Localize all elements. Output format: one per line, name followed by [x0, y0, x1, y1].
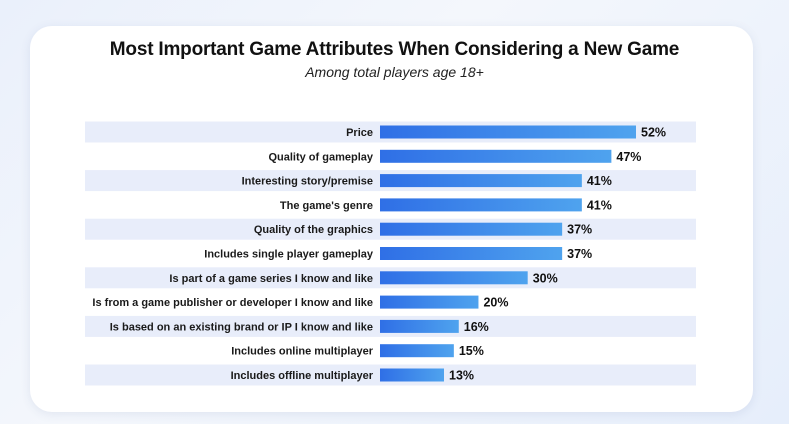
bar — [380, 344, 454, 358]
value-label: 15% — [459, 344, 484, 358]
category-label: Quality of gameplay — [268, 151, 373, 163]
bar — [380, 247, 563, 260]
value-label: 41% — [587, 198, 612, 212]
value-label: 37% — [567, 223, 592, 237]
bar — [380, 271, 528, 285]
value-labels: 52%47% 41% 41% 37% 37% 30% 20% 16% 15% 13% — [449, 126, 666, 383]
chart-title: Most Important Game Attributes When Cons… — [109, 39, 680, 60]
category-label: Quality of the graphics — [254, 224, 373, 236]
category-label: The game's genre — [280, 200, 373, 212]
bar — [380, 198, 582, 212]
value-label: 16% — [464, 320, 489, 334]
bar — [380, 319, 459, 333]
bar — [380, 174, 582, 188]
category-label: Price — [346, 127, 373, 139]
bar — [380, 125, 636, 139]
category-label: Includes single player gameplay — [204, 249, 374, 261]
value-label: 47% — [616, 150, 641, 164]
category-label: Is from a game publisher or developer I … — [92, 297, 373, 309]
bar — [380, 149, 612, 163]
bar — [380, 368, 444, 382]
value-label: 13% — [449, 369, 474, 383]
value-label: 37% — [567, 247, 592, 261]
value-label: 41% — [587, 174, 612, 188]
bars — [380, 125, 636, 382]
category-label: Interesting story/premise — [242, 176, 373, 188]
value-label: 52% — [641, 126, 666, 140]
bar — [380, 295, 479, 309]
category-labels: Price Quality of gameplay Interesting stor… — [92, 127, 373, 382]
category-label: Is based on an existing brand or IP I kn… — [110, 321, 373, 333]
category-label: Is part of a game series I know and like — [169, 273, 373, 285]
bar — [380, 222, 563, 236]
chart-subtitle: Among total players age 18+ — [305, 64, 484, 80]
category-label: Includes offline multiplayer — [231, 370, 374, 382]
value-label: 20% — [483, 296, 508, 310]
value-label: 30% — [533, 271, 558, 285]
category-label: Includes online multiplayer — [231, 346, 374, 358]
